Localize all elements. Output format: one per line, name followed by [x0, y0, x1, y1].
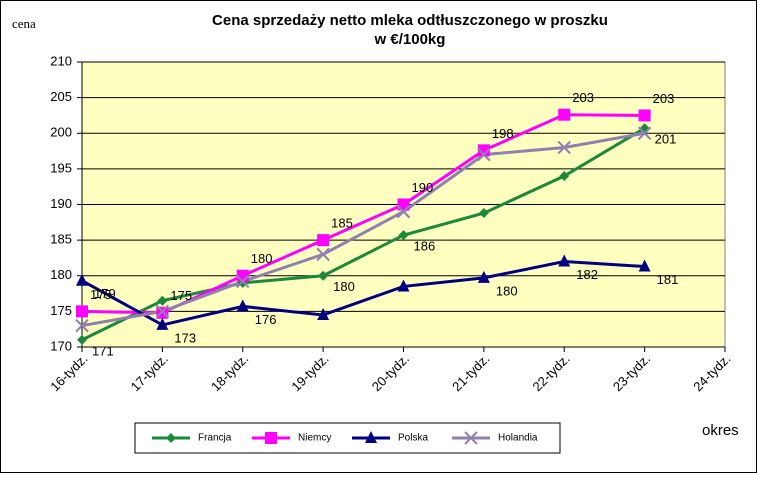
data-label: 176 [255, 312, 277, 327]
data-point [156, 317, 169, 330]
data-label: 179 [94, 286, 116, 301]
data-point [638, 259, 651, 272]
y-tick-label: 205 [50, 89, 72, 104]
data-point [77, 334, 87, 345]
y-tick-label: 170 [50, 338, 72, 353]
data-label: 175 [170, 288, 192, 303]
data-label: 180 [251, 251, 273, 266]
legend-marker [365, 431, 377, 443]
data-point [157, 295, 168, 306]
data-point [637, 126, 652, 140]
data-point [75, 318, 89, 333]
legend-label: Francja [198, 433, 232, 444]
series-line [81, 131, 645, 328]
data-label: 171 [92, 343, 114, 358]
legend-label: Holandia [498, 433, 538, 444]
y-tick-label: 180 [50, 267, 72, 282]
y-axis-label: cena [12, 16, 36, 31]
y-tick-label: 185 [50, 232, 72, 247]
chart-title: w €/100kg [374, 31, 446, 48]
data-label: 175 [90, 287, 112, 302]
data-point [398, 230, 409, 241]
data-point [397, 279, 410, 292]
data-point [558, 108, 571, 121]
chart-title: Cena sprzedaży netto mleka odtłuszczoneg… [212, 12, 608, 29]
data-point [478, 208, 489, 219]
data-point [318, 270, 329, 281]
data-label: 185 [331, 216, 353, 231]
data-point [76, 305, 88, 318]
data-point [557, 140, 571, 155]
x-axis-label: okres [702, 422, 739, 439]
data-label: 186 [414, 239, 436, 254]
data-point [76, 273, 88, 286]
data-point [155, 304, 170, 319]
series-line [81, 259, 645, 327]
data-point [477, 270, 490, 283]
data-label: 203 [572, 90, 594, 105]
data-point [317, 234, 330, 247]
data-point [236, 269, 249, 282]
legend-marker [166, 433, 176, 443]
data-label: 203 [653, 91, 675, 106]
data-label: 181 [657, 272, 679, 287]
data-point [156, 306, 169, 319]
data-point [316, 247, 330, 262]
legend-label: Polska [398, 433, 428, 444]
data-point [236, 299, 249, 312]
data-point [396, 204, 411, 219]
data-point [317, 307, 330, 320]
y-tick-label: 190 [50, 196, 72, 211]
series-line [81, 126, 646, 342]
data-label: 173 [174, 330, 196, 345]
y-tick-label: 200 [50, 125, 72, 140]
y-tick-label: 175 [50, 303, 72, 318]
data-point [559, 171, 570, 181]
y-tick-label: 210 [50, 53, 72, 68]
legend-label: Niemcy [298, 433, 331, 444]
data-label: 182 [576, 267, 598, 282]
data-label: 198 [492, 126, 514, 141]
data-label: 201 [655, 132, 677, 147]
data-point [477, 144, 490, 157]
data-point [638, 109, 651, 122]
y-tick-label: 195 [50, 160, 72, 175]
legend-marker [464, 431, 478, 445]
data-point [477, 147, 491, 162]
data-point [558, 254, 571, 267]
legend-marker [265, 432, 277, 444]
data-point [236, 274, 250, 289]
data-label: 180 [333, 279, 355, 294]
data-label: 180 [496, 283, 518, 298]
data-label: 190 [412, 180, 434, 195]
